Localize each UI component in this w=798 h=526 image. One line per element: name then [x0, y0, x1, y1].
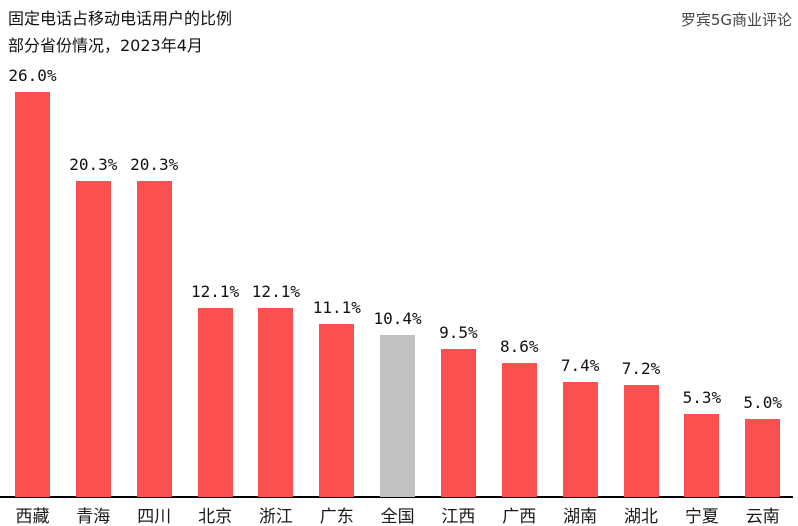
chart-title-line2: 部分省份情况，2023年4月 — [8, 36, 203, 55]
x-tick-label: 青海 — [76, 507, 111, 526]
x-tick-label: 全国 — [380, 507, 415, 526]
bar-value-label: 8.6% — [500, 337, 539, 356]
bar-value-label: 9.5% — [439, 323, 478, 342]
x-tick-label: 江西 — [441, 507, 476, 526]
bar-value-label: 7.2% — [621, 359, 661, 378]
bar — [623, 385, 659, 497]
bar-value-label: 10.4% — [373, 309, 422, 328]
bar — [136, 181, 172, 497]
bar — [197, 308, 233, 497]
x-tick-label: 宁夏 — [684, 507, 719, 526]
chart-title-line1: 固定电话占移动电话用户的比例 — [8, 9, 233, 28]
bar-value-label: 26.0% — [8, 66, 57, 85]
bar-value-label: 7.4% — [560, 356, 600, 375]
bar — [319, 324, 355, 497]
x-tick-label: 广东 — [319, 507, 354, 526]
x-tick-label: 湖南 — [563, 507, 598, 526]
x-tick-label: 云南 — [745, 507, 780, 526]
bar — [745, 419, 781, 497]
bar-value-label: 12.1% — [191, 282, 240, 301]
bar — [684, 414, 720, 497]
x-tick-label: 湖北 — [624, 507, 658, 526]
x-tick-label: 四川 — [137, 507, 172, 526]
bar-value-label: 11.1% — [312, 298, 361, 317]
x-tick-label: 浙江 — [258, 507, 293, 526]
x-axis-line — [0, 496, 793, 498]
bar-value-label: 12.1% — [251, 282, 300, 301]
bar — [380, 335, 416, 497]
x-tick-label: 广西 — [502, 507, 537, 526]
bar — [562, 382, 598, 497]
bar — [440, 349, 476, 497]
bar — [75, 181, 111, 497]
bar-value-label: 5.0% — [743, 393, 782, 412]
bar-value-label: 5.3% — [682, 388, 722, 407]
bar — [15, 92, 50, 497]
x-tick-label: 西藏 — [15, 507, 50, 526]
bar-value-label: 20.3% — [130, 155, 179, 174]
bar — [501, 363, 537, 497]
x-tick-label: 北京 — [198, 507, 233, 526]
bar — [258, 308, 294, 497]
chart-title: 固定电话占移动电话用户的比例 部分省份情况，2023年4月 — [8, 5, 232, 59]
chart-source-label: 罗宾5G商业评论 — [680, 11, 792, 29]
bar-value-label: 20.3% — [69, 155, 118, 174]
